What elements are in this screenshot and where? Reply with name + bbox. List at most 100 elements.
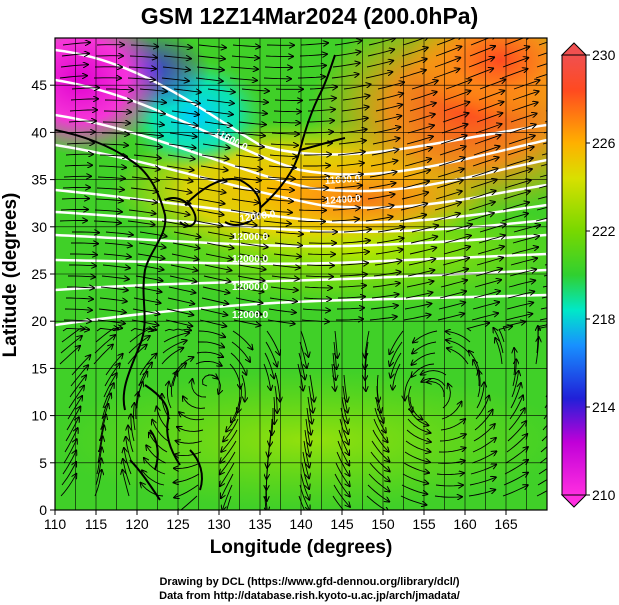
streamline (63, 439, 77, 464)
streamline (206, 99, 234, 103)
streamline (301, 462, 309, 489)
streamline (128, 209, 156, 214)
y-tick-label: 10 (31, 408, 47, 424)
streamline (334, 341, 337, 369)
streamline (223, 418, 239, 441)
streamline (475, 269, 502, 277)
streamline (370, 451, 390, 471)
streamline (59, 76, 87, 78)
streamline (376, 238, 404, 244)
streamline (240, 242, 268, 247)
streamline (203, 132, 231, 137)
streamline (512, 236, 539, 244)
streamline (133, 154, 161, 158)
streamline (333, 197, 361, 199)
streamline (223, 484, 233, 510)
streamline (537, 196, 547, 200)
lat-lon-grid (54, 37, 548, 511)
streamline (477, 102, 503, 112)
streamline (266, 473, 267, 501)
streamline (231, 198, 259, 203)
streamline (474, 135, 501, 145)
streamline (200, 165, 228, 170)
streamline (264, 352, 274, 378)
streamline (94, 470, 102, 497)
streamline (232, 330, 253, 349)
streamline (129, 329, 153, 343)
streamline (332, 63, 360, 68)
streamline (441, 402, 462, 420)
streamline (421, 379, 446, 387)
streamline (502, 485, 528, 497)
streamline (205, 110, 233, 115)
streamline (168, 286, 195, 293)
streamline (309, 374, 314, 402)
streamline (436, 473, 464, 475)
streamline (508, 280, 535, 288)
streamline (438, 158, 465, 167)
streamline (170, 121, 198, 126)
streamline (231, 56, 259, 58)
streamline (67, 287, 94, 288)
streamline (340, 263, 368, 265)
streamline (198, 45, 226, 48)
streamline (437, 169, 464, 178)
streamline (62, 43, 90, 46)
streamline (400, 204, 427, 211)
contour-label: 12000.0 (232, 232, 269, 243)
streamline (402, 38, 429, 46)
streamline (66, 407, 80, 431)
streamline (68, 121, 96, 122)
streamline (503, 191, 530, 200)
streamline (495, 338, 503, 365)
streamline (303, 165, 330, 166)
streamline (298, 352, 305, 379)
streamline (64, 309, 92, 310)
streamline (442, 384, 450, 409)
streamline (265, 341, 277, 367)
streamline (407, 125, 434, 134)
streamline (371, 149, 398, 156)
streamline (478, 370, 480, 398)
streamline (545, 393, 547, 398)
streamline (409, 103, 436, 112)
y-tick-label: 35 (31, 172, 47, 188)
streamline (409, 248, 436, 255)
streamline (408, 259, 435, 266)
streamline (503, 47, 529, 57)
streamline (447, 348, 469, 365)
streamline (238, 264, 266, 270)
x-tick-label: 150 (371, 516, 395, 532)
streamline (130, 187, 158, 192)
streamline (436, 180, 463, 189)
streamline (133, 297, 161, 303)
streamline (510, 258, 537, 266)
streamline (434, 58, 460, 68)
streamline (303, 298, 331, 299)
streamline (170, 264, 197, 271)
streamline (478, 235, 505, 244)
streamline (105, 354, 123, 376)
streamline (401, 48, 428, 57)
streamline (263, 78, 291, 79)
streamline (535, 217, 547, 222)
streamline (401, 484, 427, 494)
streamline (204, 264, 231, 271)
streamline (61, 462, 76, 486)
streamline (103, 111, 131, 112)
streamline (201, 297, 228, 304)
streamline (337, 152, 365, 156)
streamline (337, 297, 365, 298)
y-tick-label: 20 (31, 313, 47, 329)
streamline (411, 363, 435, 377)
streamline (538, 41, 547, 46)
streamline (342, 385, 348, 413)
streamline (203, 275, 230, 282)
streamline (369, 462, 390, 481)
streamline (471, 451, 496, 464)
streamline (240, 100, 268, 102)
colorbar-tick-label: 210 (592, 487, 616, 503)
streamline (69, 110, 97, 111)
streamline (230, 352, 246, 375)
